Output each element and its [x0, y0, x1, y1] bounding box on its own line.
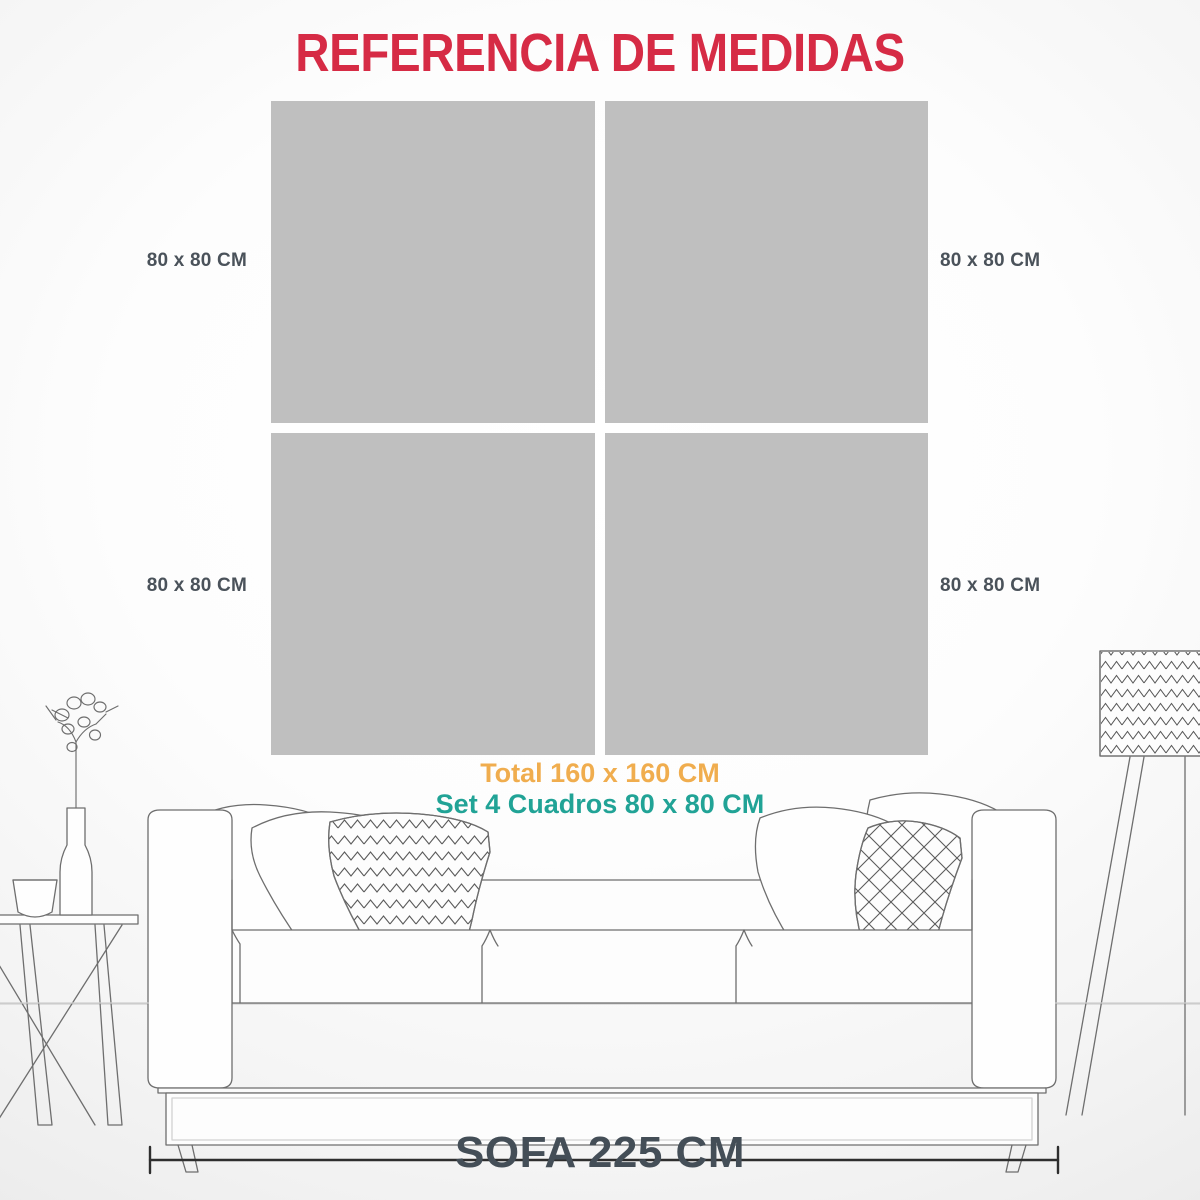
bowl: [12, 879, 58, 918]
tripod-floor-lamp: [1065, 650, 1200, 1116]
cushion-plain-left-2: [250, 811, 405, 945]
cushion-plain-right: [754, 806, 899, 943]
size-label-top-right: 80 x 80 CM: [940, 250, 1041, 271]
three-seat-sofa: [0, 792, 1200, 1173]
panel-top-left: [271, 101, 595, 423]
sofa-size-caption: SOFA 225 CM: [455, 1128, 745, 1177]
armrest-right: [971, 809, 1057, 1089]
floor-line: [0, 999, 1200, 1005]
lamp-shade-chevron: [1099, 650, 1200, 757]
size-label-top-left: 80 x 80 CM: [146, 250, 247, 271]
panel-bottom-right: [604, 433, 928, 755]
vase-bottle: [59, 807, 93, 916]
side-table: [0, 914, 139, 1126]
page-title: REFERENCIA DE MEDIDAS: [295, 23, 905, 83]
cushion-plain-left: [194, 803, 337, 941]
panel-grid: [271, 101, 928, 755]
size-label-bottom-left: 80 x 80 CM: [146, 575, 247, 596]
cushion-zigzag-left: [328, 812, 491, 945]
size-label-bottom-right: 80 x 80 CM: [940, 575, 1041, 596]
cushion-lattice-right: [854, 820, 963, 943]
set-size-label: Set 4 Cuadros 80 x 80 CM: [435, 788, 765, 819]
panel-top-right: [604, 101, 928, 423]
totals-block: Total 160 x 160 CM Set 4 Cuadros 80 x 80…: [0, 758, 1200, 820]
total-size-label: Total 160 x 160 CM: [480, 758, 720, 788]
armrest-left: [147, 809, 233, 1089]
panel-bottom-left: [271, 433, 595, 755]
